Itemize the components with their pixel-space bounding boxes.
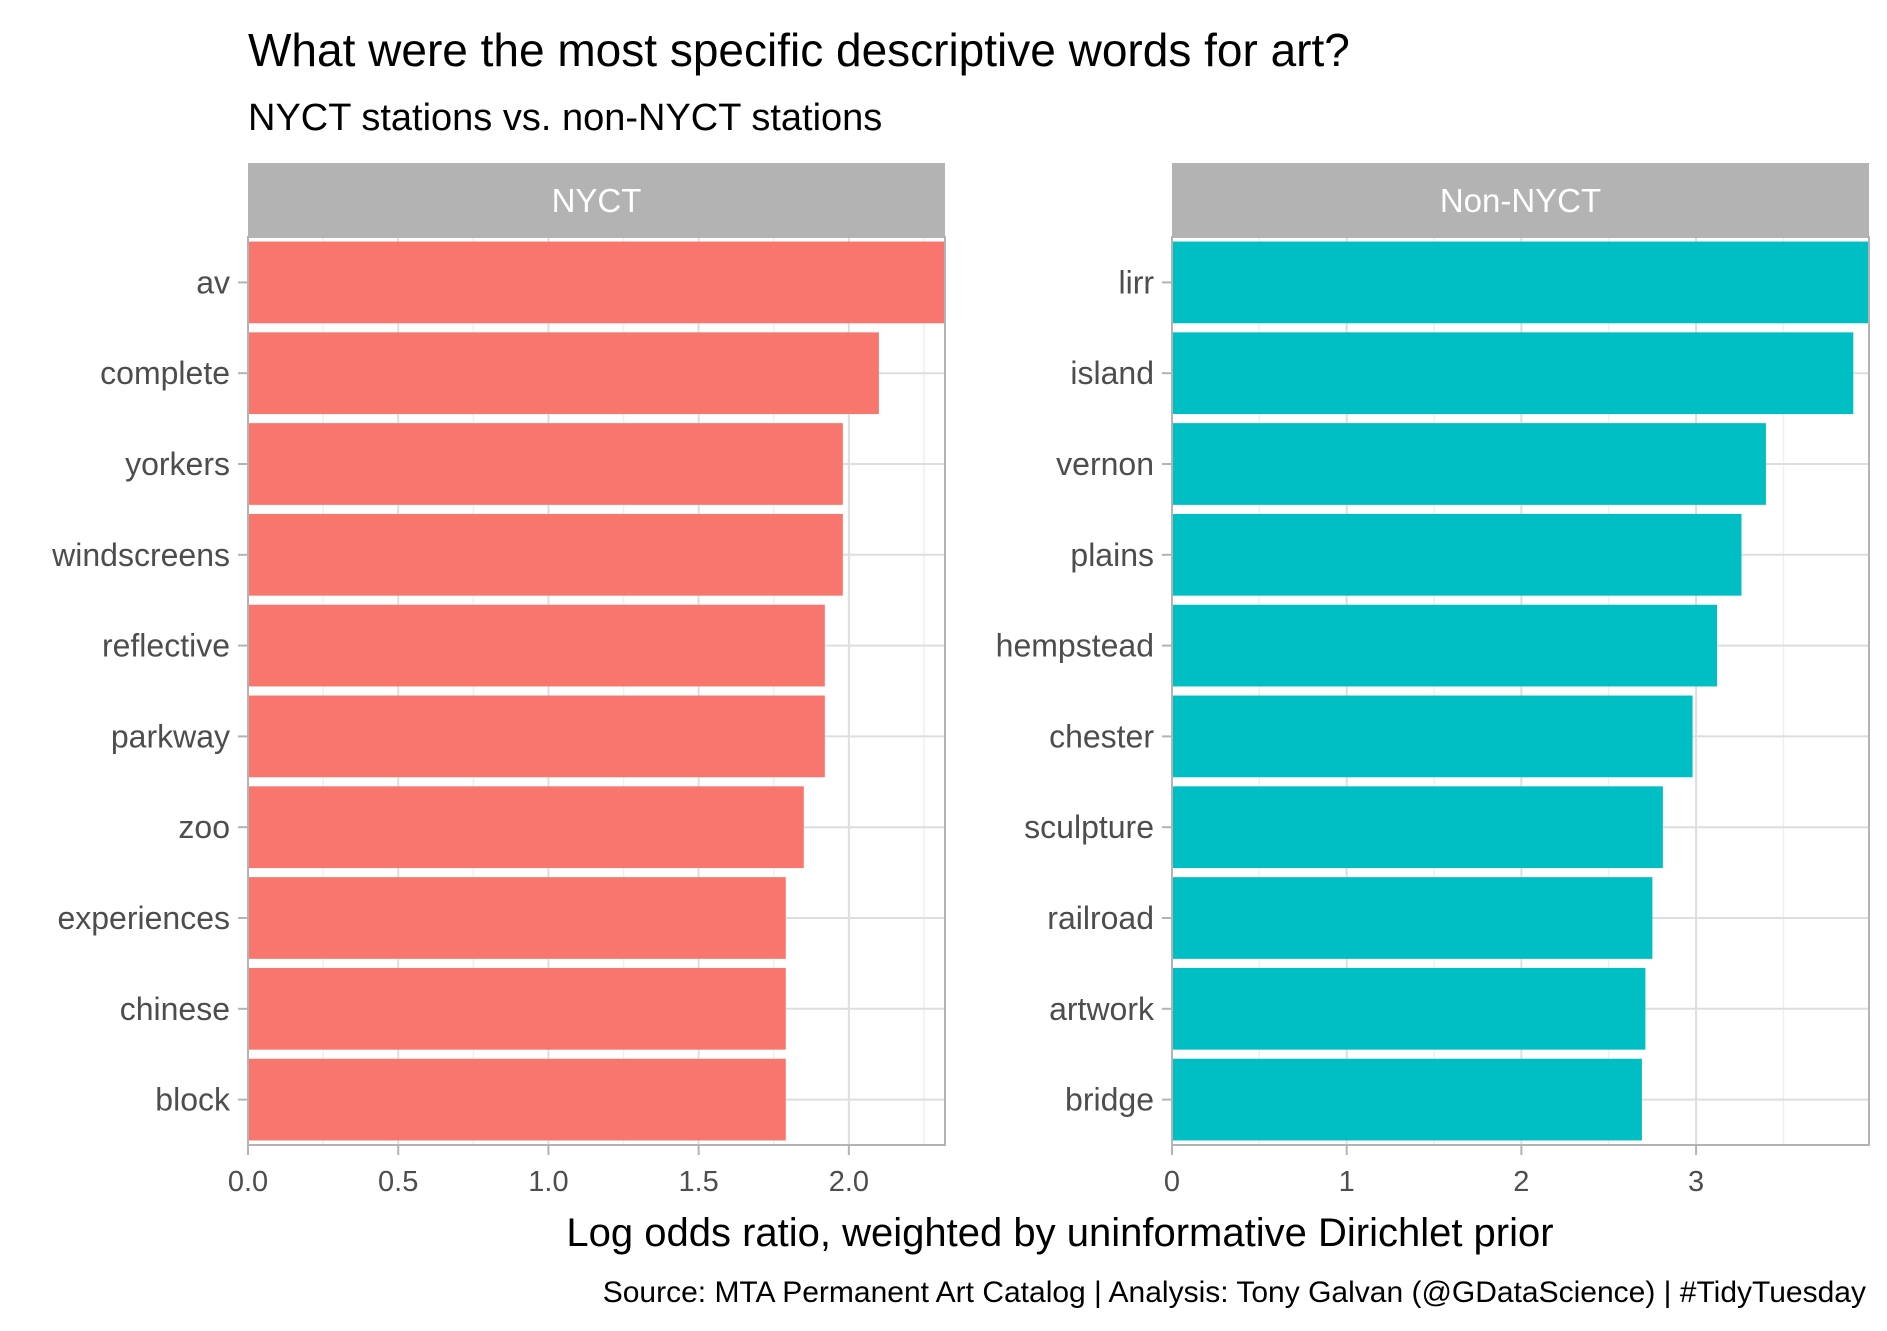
x-tick-label: 1.0 [528, 1166, 568, 1198]
category-label-av: av [196, 264, 230, 300]
category-label-yorkers: yorkers [125, 446, 230, 482]
bar-hempstead [1172, 604, 1718, 687]
bar-chester [1172, 695, 1693, 778]
bar-bridge [1172, 1058, 1642, 1141]
chart-subtitle: NYCT stations vs. non-NYCT stations [248, 97, 882, 139]
bar-parkway [248, 695, 825, 778]
category-label-block: block [155, 1082, 231, 1118]
category-label-vernon: vernon [1056, 446, 1154, 482]
bar-railroad [1172, 877, 1653, 959]
x-tick-label: 2 [1513, 1166, 1529, 1198]
category-label-windscreens: windscreens [51, 537, 230, 573]
bar-zoo [248, 786, 804, 869]
category-label-reflective: reflective [102, 628, 230, 664]
bar-vernon [1172, 423, 1766, 505]
category-label-plains: plains [1070, 537, 1154, 573]
category-label-artwork: artwork [1049, 991, 1155, 1027]
category-label-hempstead: hempstead [996, 628, 1154, 664]
category-label-bridge: bridge [1065, 1082, 1154, 1118]
facet-panels: NYCT av complete yorkers windscreens reflecti… [51, 163, 1870, 1198]
category-label-experiences: experiences [57, 900, 230, 936]
bar-island [1172, 332, 1854, 415]
bar-yorkers [248, 423, 843, 505]
bar-experiences [248, 877, 786, 959]
category-label-chester: chester [1049, 718, 1154, 754]
x-tick-label: 3 [1688, 1166, 1704, 1198]
x-tick-label: 1 [1339, 1166, 1355, 1198]
bar-av [248, 241, 945, 324]
bar-sculpture [1172, 786, 1663, 869]
bar-block [248, 1058, 786, 1141]
category-label-zoo: zoo [178, 809, 230, 845]
x-tick-label: 2.0 [829, 1166, 869, 1198]
x-tick-label: 0.0 [228, 1166, 268, 1198]
bar-artwork [1172, 967, 1646, 1050]
x-axis-title: Log odds ratio, weighted by uninformativ… [566, 1211, 1553, 1255]
bar-complete [248, 332, 879, 415]
bar-chinese [248, 967, 786, 1050]
facet-label-non-nyct: Non-NYCT [1440, 182, 1601, 219]
bar-windscreens [248, 513, 843, 596]
x-tick-label: 1.5 [678, 1166, 718, 1198]
x-tick-label: 0 [1164, 1166, 1180, 1198]
category-label-railroad: railroad [1047, 900, 1154, 936]
facet-strip-nyct [248, 163, 945, 237]
x-tick-label: 0.5 [378, 1166, 418, 1198]
category-label-complete: complete [100, 355, 230, 391]
bar-lirr [1172, 241, 1869, 324]
chart-caption: Source: MTA Permanent Art Catalog | Anal… [603, 1276, 1866, 1309]
facet-strip-non-nyct [1172, 163, 1869, 237]
facet-label-nyct: NYCT [552, 182, 642, 219]
panel-border-nyct [247, 236, 946, 1146]
bar-reflective [248, 604, 825, 687]
category-label-island: island [1070, 355, 1154, 391]
category-label-lirr: lirr [1118, 264, 1154, 300]
category-label-parkway: parkway [111, 718, 230, 754]
chart-title: What were the most specific descriptive … [248, 24, 1350, 76]
category-label-sculpture: sculpture [1024, 809, 1154, 845]
category-label-chinese: chinese [120, 991, 230, 1027]
bar-plains [1172, 513, 1742, 596]
